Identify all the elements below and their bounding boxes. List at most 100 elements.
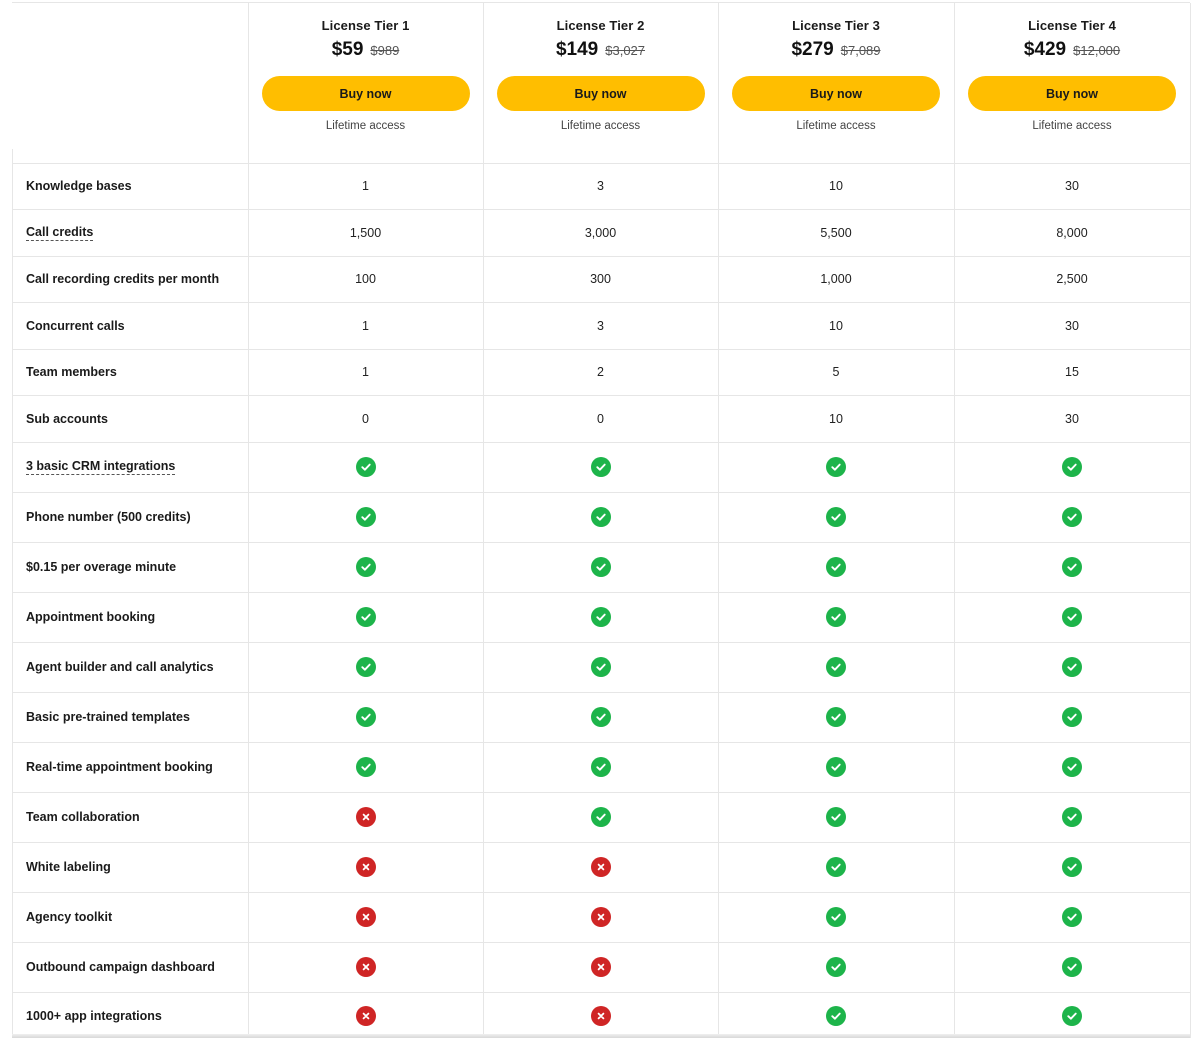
feature-value-cell: 8,000 — [954, 209, 1190, 256]
feature-value-cell — [248, 442, 483, 492]
feature-value-cell — [248, 792, 483, 842]
row-divider — [12, 302, 1190, 303]
buy-now-button[interactable]: Buy now — [968, 76, 1176, 111]
price-line: $429 $12,000 — [1024, 39, 1120, 61]
feature-value-cell — [954, 492, 1190, 542]
buy-now-button[interactable]: Buy now — [261, 76, 470, 111]
row-divider — [12, 592, 1190, 593]
check-icon — [826, 957, 846, 977]
current-price: $279 — [791, 39, 834, 60]
feature-label-text: Call recording credits per month — [26, 272, 220, 286]
check-icon — [826, 757, 846, 777]
check-icon — [1062, 807, 1082, 827]
feature-value-cell — [954, 992, 1190, 1039]
feature-value-cell: 30 — [954, 163, 1190, 209]
feature-value-cell — [483, 842, 718, 892]
feature-value-cell — [248, 492, 483, 542]
bottom-divider — [12, 1034, 1190, 1038]
feature-value-cell: 0 — [483, 395, 718, 442]
cross-icon — [355, 957, 376, 977]
feature-value-cell: 1,500 — [248, 209, 483, 256]
buy-now-button[interactable]: Buy now — [496, 76, 705, 111]
check-icon — [1062, 1005, 1082, 1026]
feature-value: 300 — [590, 272, 611, 286]
feature-value-cell: 0 — [248, 395, 483, 442]
check-icon — [590, 757, 611, 777]
feature-value: 5 — [832, 365, 840, 379]
feature-value-cell — [248, 842, 483, 892]
feature-value-cell — [483, 992, 718, 1039]
feature-value-cell: 3 — [483, 302, 718, 349]
check-icon — [826, 907, 846, 927]
row-divider — [12, 792, 1190, 793]
feature-value: 2 — [597, 365, 604, 379]
feature-value-cell — [718, 942, 954, 992]
feature-value: 0 — [597, 411, 604, 426]
cross-icon — [590, 857, 611, 877]
feature-value-cell — [248, 692, 483, 742]
feature-label-text: Agency toolkit — [26, 910, 113, 924]
feature-label: Basic pre-trained templates — [26, 692, 190, 742]
original-price: $12,000 — [1073, 43, 1121, 58]
feature-label-text: Appointment booking — [26, 610, 156, 624]
feature-value-cell: 1 — [248, 349, 483, 395]
feature-label-text[interactable]: 3 basic CRM integrations — [26, 459, 176, 475]
row-divider — [12, 642, 1190, 643]
check-icon — [590, 557, 611, 577]
feature-value-cell — [248, 542, 483, 592]
feature-value-cell: 100 — [248, 256, 483, 302]
feature-value: 1 — [362, 365, 369, 379]
price-line: $149 $3,027 — [556, 39, 645, 61]
feature-value-cell — [248, 892, 483, 942]
feature-value: 1 — [362, 179, 369, 193]
lifetime-access-note: Lifetime access — [560, 120, 641, 132]
feature-value-cell: 10 — [718, 163, 954, 209]
feature-label: Call credits — [26, 209, 94, 256]
feature-value-cell — [483, 592, 718, 642]
feature-value-cell — [483, 792, 718, 842]
row-divider — [12, 492, 1190, 493]
pricing-grid: License Tier 1 $59 $989 Buy now Lifetime acc… — [12, 3, 1191, 1039]
row-divider — [12, 842, 1190, 843]
feature-label-text: White labeling — [26, 860, 111, 874]
feature-value: 30 — [1065, 411, 1079, 426]
feature-value: 1,500 — [349, 225, 382, 240]
feature-value-cell — [954, 442, 1190, 492]
feature-value-cell — [718, 642, 954, 692]
row-divider — [12, 742, 1190, 743]
feature-value-cell — [483, 442, 718, 492]
feature-value-cell — [718, 692, 954, 742]
feature-value-cell — [483, 892, 718, 942]
tier-name: License Tier 4 — [1028, 18, 1116, 33]
row-divider — [12, 542, 1190, 543]
feature-value-cell: 10 — [718, 302, 954, 349]
check-icon — [1062, 857, 1082, 877]
feature-label: 3 basic CRM integrations — [26, 442, 176, 492]
check-icon — [826, 707, 846, 727]
row-divider — [12, 442, 1190, 443]
check-icon — [590, 457, 611, 477]
feature-value: 3 — [597, 318, 604, 333]
feature-value-cell — [718, 592, 954, 642]
feature-value: 15 — [1065, 365, 1079, 379]
feature-label-text[interactable]: Call credits — [26, 224, 94, 241]
feature-value-cell — [954, 692, 1190, 742]
row-divider — [12, 209, 1190, 210]
check-icon — [1062, 757, 1082, 777]
feature-value-cell — [483, 642, 718, 692]
feature-label: Knowledge bases — [26, 163, 132, 209]
feature-value: 1,000 — [820, 272, 852, 286]
table-left-edge — [12, 149, 13, 1038]
column-divider — [718, 3, 719, 1038]
feature-value-cell: 2 — [483, 349, 718, 395]
feature-value-cell: 300 — [483, 256, 718, 302]
tier-header-3: License Tier 3 $279 $7,089 Buy now Lifetime … — [718, 3, 954, 163]
buy-now-button[interactable]: Buy now — [732, 76, 940, 111]
price-line: $59 $989 — [332, 39, 400, 61]
tier-header-2: License Tier 2 $149 $3,027 Buy now Lifetime … — [483, 3, 718, 163]
feature-label: Team collaboration — [26, 792, 140, 842]
feature-value-cell — [954, 842, 1190, 892]
feature-value: 10 — [829, 411, 843, 426]
feature-label-text: Team members — [26, 365, 117, 379]
table-right-edge — [1190, 3, 1191, 1038]
